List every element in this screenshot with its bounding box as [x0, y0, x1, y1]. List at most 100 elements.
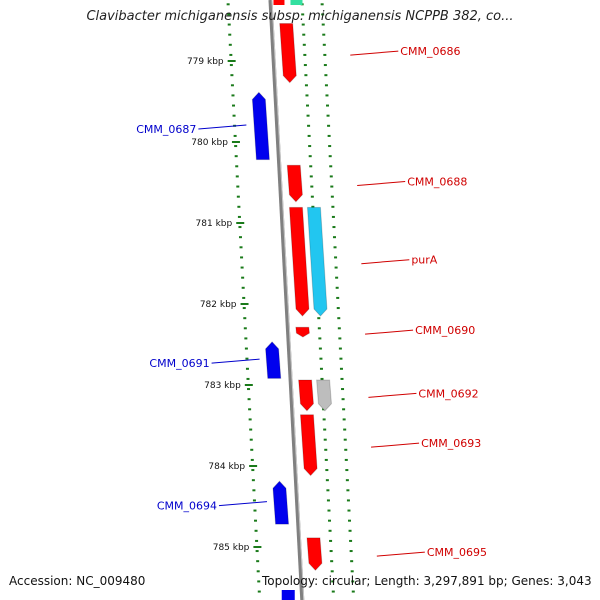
- tick-dot: [257, 590, 261, 593]
- tick-dot: [322, 408, 326, 411]
- tick-dot: [326, 104, 330, 107]
- partial-gene-bottom[interactable]: [281, 590, 295, 600]
- tick-dot: [318, 337, 322, 340]
- gene-arrow[interactable]: [306, 537, 322, 571]
- tick-dot: [331, 205, 335, 208]
- label-leader: [350, 50, 399, 56]
- partial-gene-top-teal[interactable]: [290, 0, 303, 5]
- gene-arrow[interactable]: [295, 327, 310, 338]
- tick-dot: [306, 104, 310, 107]
- tick-dot: [307, 124, 311, 127]
- tick-dot: [236, 195, 240, 198]
- tick-dot: [321, 13, 325, 16]
- tick-dot: [241, 286, 245, 289]
- tick-dot: [334, 256, 338, 259]
- tick-dot: [245, 357, 249, 360]
- tick-dot: [346, 499, 350, 502]
- tick-dot: [317, 317, 321, 320]
- tick-dot: [230, 84, 234, 87]
- tick-dot: [308, 155, 312, 158]
- major-tick: [253, 546, 262, 548]
- gene-arrow[interactable]: [287, 165, 303, 202]
- tick-dot: [310, 185, 314, 188]
- gene-arrow[interactable]: [307, 207, 327, 316]
- gene-arrow[interactable]: [265, 341, 281, 379]
- tick-dot: [327, 509, 331, 512]
- tick-dot: [348, 529, 352, 532]
- label-leader: [211, 358, 260, 364]
- gene-label[interactable]: purA: [411, 254, 437, 267]
- tick-dot: [306, 114, 310, 117]
- tick-dot: [248, 418, 252, 421]
- gene-label[interactable]: CMM_0688: [407, 176, 467, 189]
- tick-dot: [335, 276, 339, 279]
- gene-label[interactable]: CMM_0690: [415, 324, 475, 337]
- tick-dot: [229, 53, 233, 56]
- gene-arrow[interactable]: [279, 23, 297, 83]
- topology-stats-text: Topology: circular; Length: 3,297,891 bp…: [262, 574, 592, 588]
- tick-dot: [243, 327, 247, 330]
- gene-arrow-outline: [295, 326, 310, 338]
- gene-arrow[interactable]: [272, 481, 289, 525]
- major-tick: [236, 222, 245, 224]
- gene-arrow[interactable]: [289, 207, 309, 316]
- tick-dot: [344, 458, 348, 461]
- tick-dot: [328, 519, 332, 522]
- tick-dot: [248, 408, 252, 411]
- tick-dot: [336, 307, 340, 310]
- gene-arrow[interactable]: [316, 379, 332, 411]
- gene-arrow-outline: [306, 206, 328, 317]
- tick-dot: [321, 23, 325, 26]
- tick-dot: [337, 317, 341, 320]
- tick-dot: [256, 570, 260, 573]
- gene-label[interactable]: CMM_0691: [149, 357, 209, 370]
- gene-label[interactable]: CMM_0687: [136, 123, 196, 136]
- tick-dot: [242, 296, 246, 299]
- tick-dot: [301, 23, 305, 26]
- tick-dot: [237, 205, 241, 208]
- tick-dot: [249, 428, 253, 431]
- tick-dot: [319, 367, 323, 370]
- partial-gene-top[interactable]: [273, 0, 285, 5]
- tick-dot: [227, 23, 231, 26]
- label-leader: [218, 501, 268, 507]
- tick-dot: [304, 84, 308, 87]
- tick-dot: [343, 438, 347, 441]
- label-leader: [365, 329, 414, 335]
- tick-dot: [323, 64, 327, 67]
- tick-dot: [228, 43, 232, 46]
- tick-dot: [243, 317, 247, 320]
- tick-dot: [322, 43, 326, 46]
- gene-label[interactable]: CMM_0695: [427, 546, 487, 559]
- gene-label[interactable]: CMM_0686: [400, 45, 460, 58]
- tick-dot: [320, 377, 324, 380]
- tick-dot: [338, 337, 342, 340]
- tick-dot: [250, 458, 254, 461]
- tick-dot: [325, 469, 329, 472]
- tick-dot: [318, 347, 322, 350]
- gene-arrow[interactable]: [300, 414, 318, 476]
- label-leader: [361, 259, 410, 265]
- tick-dot: [322, 418, 326, 421]
- gene-label[interactable]: CMM_0694: [157, 500, 217, 513]
- tick-dot: [251, 479, 255, 482]
- gene-arrow-outline: [298, 379, 314, 412]
- tick-dot: [330, 560, 334, 563]
- tick-dot: [233, 134, 237, 137]
- tick-label: 781 kbp: [196, 219, 233, 229]
- tick-dot: [330, 185, 334, 188]
- tick-dot: [247, 388, 251, 391]
- gene-label[interactable]: CMM_0692: [418, 387, 478, 400]
- tick-dot: [333, 246, 337, 249]
- gene-arrow-outline: [272, 480, 290, 525]
- tick-dot: [340, 377, 344, 380]
- major-tick: [249, 465, 258, 467]
- gene-arrow[interactable]: [298, 379, 314, 411]
- tick-dot: [235, 175, 239, 178]
- tick-dot: [331, 590, 335, 593]
- tick-dot: [350, 560, 354, 563]
- gene-label[interactable]: CMM_0693: [421, 437, 481, 450]
- tick-dot: [317, 327, 321, 330]
- gene-arrow[interactable]: [252, 92, 270, 160]
- tick-dot: [255, 550, 259, 553]
